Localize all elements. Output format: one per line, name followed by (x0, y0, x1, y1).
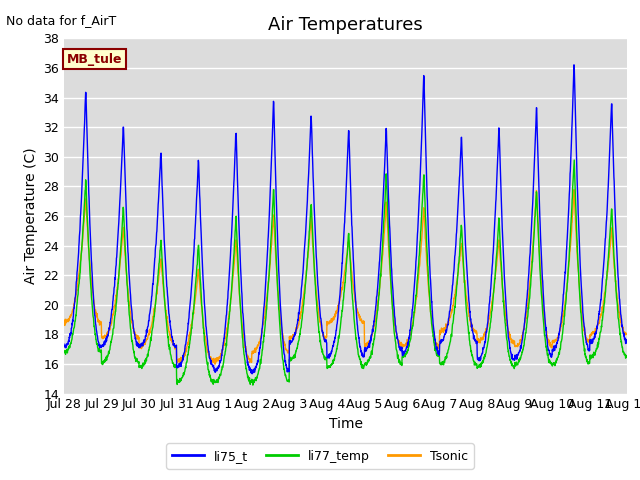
li75_t (574, 199, 582, 204)
Tsonic (362, 341, 370, 347)
Tsonic (623, 332, 631, 337)
Tsonic (374, 296, 382, 301)
Title: Air Temperatures: Air Temperatures (268, 16, 423, 34)
li77_temp (623, 352, 631, 358)
Line: li75_t: li75_t (64, 65, 627, 373)
Tsonic (570, 187, 578, 192)
Y-axis label: Air Temperature (C): Air Temperature (C) (24, 148, 38, 284)
li75_t (248, 371, 256, 376)
li77_temp (589, 352, 597, 358)
li77_temp (60, 348, 68, 354)
li75_t (570, 62, 578, 68)
li77_temp (362, 360, 370, 366)
li77_temp (249, 382, 257, 388)
li77_temp (217, 370, 225, 376)
Line: Tsonic: Tsonic (64, 190, 627, 364)
Text: MB_tule: MB_tule (67, 53, 122, 66)
Legend: li75_t, li77_temp, Tsonic: li75_t, li77_temp, Tsonic (166, 444, 474, 469)
li75_t (60, 341, 68, 347)
li75_t (217, 358, 225, 363)
li77_temp (374, 299, 382, 304)
Text: No data for f_AirT: No data for f_AirT (6, 14, 116, 27)
li75_t (589, 336, 597, 342)
Tsonic (60, 320, 68, 326)
li75_t (623, 340, 631, 346)
Line: li77_temp: li77_temp (64, 160, 627, 385)
li75_t (509, 357, 517, 362)
li75_t (362, 347, 370, 353)
li77_temp (574, 260, 582, 265)
li77_temp (570, 157, 578, 163)
Tsonic (574, 262, 582, 268)
li77_temp (509, 364, 517, 370)
Tsonic (218, 352, 225, 358)
Tsonic (589, 330, 597, 336)
Tsonic (211, 361, 219, 367)
Tsonic (509, 341, 517, 347)
X-axis label: Time: Time (328, 417, 363, 431)
li75_t (374, 275, 382, 281)
